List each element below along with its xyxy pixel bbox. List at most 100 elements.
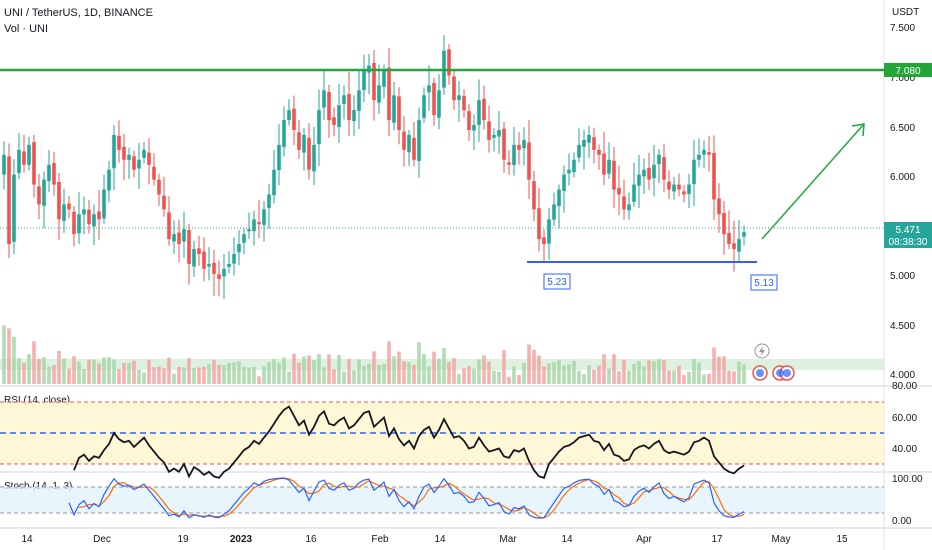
volume-bar: [292, 353, 296, 384]
volume-bar: [397, 351, 401, 384]
volume-bar: [372, 351, 376, 384]
candle-body: [307, 137, 311, 170]
volume-bar: [422, 353, 426, 384]
rsi-tick: 40.00: [892, 444, 917, 455]
volume-bar: [547, 363, 551, 384]
candle-body: [572, 159, 576, 173]
volume-bar: [132, 360, 136, 384]
volume-bar: [237, 361, 241, 384]
candle-body: [297, 132, 301, 150]
volume-bar: [707, 373, 711, 384]
volume-bar: [17, 358, 21, 384]
candle-body: [82, 209, 86, 215]
candle-body: [657, 154, 661, 165]
candle-body: [512, 144, 516, 166]
time-tick: May: [772, 534, 791, 545]
rsi-tick: 60.00: [892, 413, 917, 424]
candle-body: [412, 137, 416, 160]
volume-bar: [12, 336, 16, 384]
volume-bar: [82, 369, 86, 384]
volume-bar: [127, 362, 131, 384]
candle-body: [292, 108, 296, 130]
volume-bar: [562, 365, 566, 384]
volume-bar: [457, 374, 461, 384]
volume-bar: [377, 364, 381, 384]
candle-body: [452, 76, 456, 101]
volume-bar: [667, 370, 671, 384]
candle-body: [667, 181, 671, 190]
candle-body: [87, 209, 91, 225]
candle-body: [227, 263, 231, 267]
candle-body: [502, 128, 506, 160]
volume-bar: [147, 359, 151, 384]
volume-bar: [307, 355, 311, 384]
volume-bar: [67, 368, 71, 384]
candle-body: [322, 90, 326, 108]
volume-bar: [157, 366, 161, 384]
volume-bar: [142, 372, 146, 384]
candle-body: [472, 125, 476, 131]
volume-bar: [297, 362, 301, 384]
candle-body: [267, 194, 271, 208]
volume-bar: [42, 357, 46, 384]
volume-bar: [602, 354, 606, 384]
candle-body: [22, 151, 26, 165]
candle-body: [357, 90, 361, 111]
candle-body: [62, 204, 66, 221]
volume-bar: [552, 362, 556, 384]
price-tick: 5.000: [890, 271, 915, 282]
candle-body: [57, 182, 61, 220]
volume-bar: [162, 368, 166, 384]
candle-body: [37, 186, 41, 205]
volume-bar: [637, 361, 641, 384]
candle-body: [112, 134, 116, 169]
volume-bar: [492, 370, 496, 384]
candle-body: [192, 249, 196, 267]
candle-body: [707, 152, 711, 155]
volume-bar: [597, 365, 601, 384]
candle-body: [712, 153, 716, 200]
candle-body: [527, 142, 531, 180]
volume-bar: [537, 355, 541, 384]
volume-bar: [122, 362, 126, 384]
candle-body: [257, 222, 261, 225]
volume-bar: [347, 358, 351, 384]
volume-bar: [672, 370, 676, 384]
candle-body: [347, 94, 351, 121]
projection-arrow-line[interactable]: [761, 123, 865, 240]
price-tick: 4.000: [890, 370, 915, 381]
volume-bar: [2, 325, 6, 384]
volume-bar: [402, 361, 406, 384]
candle-body: [102, 189, 106, 219]
candle-body: [377, 85, 381, 103]
candle-body: [382, 70, 386, 87]
stoch-tick: 100.00: [892, 474, 923, 485]
volume-bar: [512, 366, 516, 384]
volume-bar: [487, 361, 491, 384]
volume-bar: [187, 358, 191, 384]
volume-bar: [557, 360, 561, 384]
candle-body: [2, 154, 6, 175]
volume-bar: [447, 361, 451, 384]
flag-dot: [783, 369, 791, 377]
candle-body: [122, 146, 126, 160]
candle-body: [287, 110, 291, 121]
candle-body: [172, 234, 176, 242]
candle-body: [552, 204, 556, 220]
volume-bar: [407, 362, 411, 384]
candle-body: [372, 62, 376, 101]
candle-body: [582, 139, 586, 147]
volume-bar: [437, 358, 441, 384]
volume-bar: [102, 357, 106, 384]
volume-bar: [27, 354, 31, 384]
volume-bar: [417, 342, 421, 384]
volume-bar: [662, 360, 666, 384]
candle-body: [142, 149, 146, 158]
volume-bar: [732, 371, 736, 384]
candle-body: [702, 149, 706, 155]
volume-bar: [737, 361, 741, 384]
volume-bar: [172, 373, 176, 384]
candle-body: [197, 248, 201, 254]
candle-body: [352, 110, 356, 122]
